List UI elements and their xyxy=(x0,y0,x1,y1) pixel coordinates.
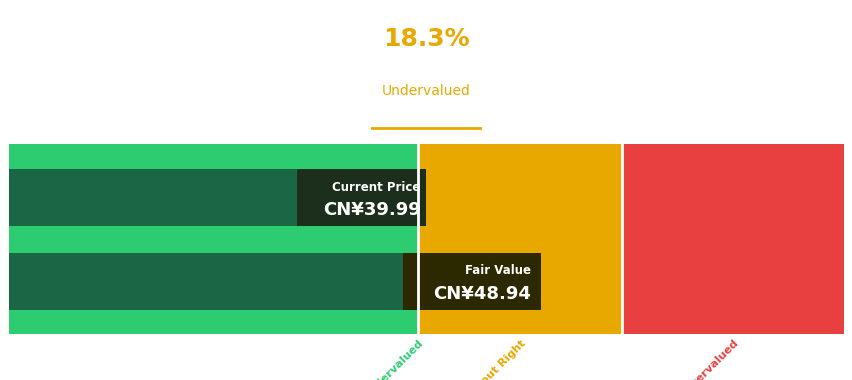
Bar xyxy=(402,253,540,310)
Bar xyxy=(417,144,621,334)
Text: Current Price: Current Price xyxy=(331,180,420,194)
Text: 18.3%: 18.3% xyxy=(383,27,469,51)
Bar xyxy=(296,169,426,226)
Text: CN¥39.99: CN¥39.99 xyxy=(322,201,420,219)
Bar xyxy=(621,144,843,334)
Text: Undervalued: Undervalued xyxy=(382,84,470,98)
Text: About Right: About Right xyxy=(467,338,527,380)
Text: Fair Value: Fair Value xyxy=(464,264,530,277)
Text: 20% Undervalued: 20% Undervalued xyxy=(340,338,424,380)
Text: CN¥48.94: CN¥48.94 xyxy=(433,285,530,302)
Text: 20% Overvalued: 20% Overvalued xyxy=(660,338,740,380)
Bar xyxy=(9,253,520,310)
Bar xyxy=(9,169,426,226)
Bar xyxy=(9,144,417,334)
